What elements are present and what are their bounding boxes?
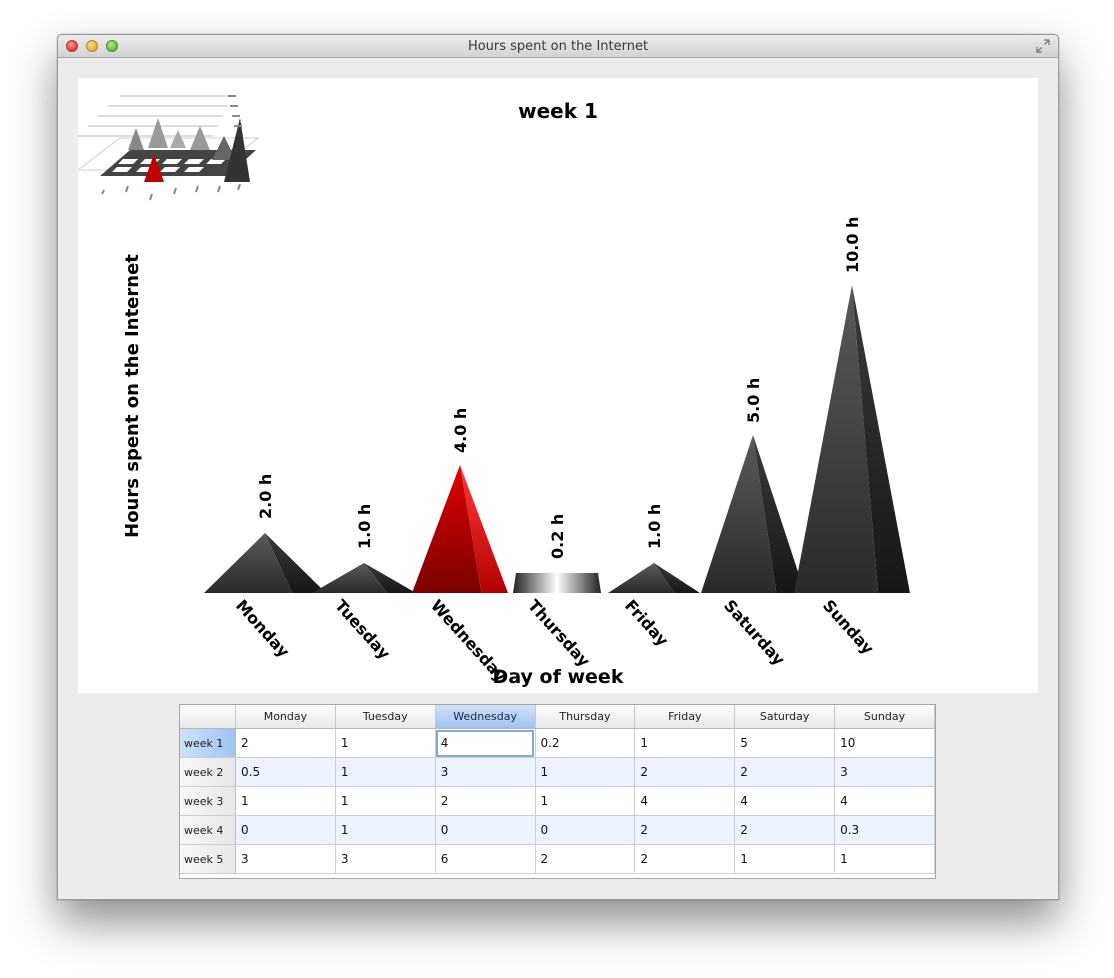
table-cell[interactable]: 4 (734, 786, 836, 816)
value-label-saturday: 5.0 h (744, 378, 763, 423)
app-window: Hours spent on the Internet (57, 34, 1059, 900)
value-label-wednesday: 4.0 h (451, 408, 470, 453)
title-bar[interactable]: Hours spent on the Internet (58, 35, 1058, 58)
table-cell[interactable]: 0.2 (535, 728, 636, 758)
table-row: week 2 0.5 1 3 1 2 2 3 (180, 757, 935, 787)
table-cell[interactable]: 1 (335, 815, 436, 845)
table-cell[interactable]: 0.3 (834, 815, 935, 845)
table-cell[interactable]: 1 (535, 757, 636, 787)
column-header-saturday[interactable]: Saturday (734, 705, 836, 729)
bar-friday[interactable] (608, 563, 700, 593)
close-window-button[interactable] (66, 40, 78, 52)
value-label-sunday: 10.0 h (843, 217, 862, 273)
x-axis-label: Day of week (493, 666, 624, 688)
category-label-sunday: Sunday (819, 596, 878, 659)
table-cell[interactable]: 3 (435, 757, 536, 787)
value-label-friday: 1.0 h (645, 504, 664, 549)
bar-thursday[interactable] (513, 573, 601, 593)
table-cell[interactable]: 4 (435, 728, 536, 758)
table-cell[interactable]: 0.5 (235, 757, 336, 787)
value-label-monday: 2.0 h (256, 474, 275, 519)
category-label-thursday: Thursday (524, 596, 594, 671)
row-header[interactable]: week 4 (180, 815, 236, 845)
table-cell[interactable]: 1 (335, 786, 436, 816)
table-cell[interactable]: 1 (535, 786, 636, 816)
table-cell[interactable]: 2 (634, 844, 736, 874)
value-label-tuesday: 1.0 h (355, 504, 374, 549)
table-cell[interactable]: 0 (535, 815, 636, 845)
table-cell[interactable]: 2 (734, 757, 836, 787)
table-cell[interactable]: 3 (834, 757, 935, 787)
minimize-window-button[interactable] (86, 40, 98, 52)
category-label-saturday: Saturday (720, 596, 789, 670)
table-cell[interactable]: 4 (634, 786, 736, 816)
row-header[interactable]: week 1 (180, 728, 236, 758)
table-cell[interactable]: 5 (734, 728, 836, 758)
bar-tuesday[interactable] (312, 563, 416, 593)
data-table-scrollpane: Monday Tuesday Wednesday Thursday Friday Satu… (179, 704, 936, 879)
table-cell[interactable]: 0 (435, 815, 536, 845)
table-cell[interactable]: 4 (834, 786, 935, 816)
column-header-tuesday[interactable]: Tuesday (335, 705, 436, 729)
category-label-friday: Friday (621, 596, 673, 650)
table-cell[interactable]: 3 (235, 844, 336, 874)
table-cell[interactable]: 0 (235, 815, 336, 845)
row-header[interactable]: week 3 (180, 786, 236, 816)
table-row: week 4 0 1 0 0 2 2 0.3 (180, 815, 935, 845)
column-header-monday[interactable]: Monday (235, 705, 336, 729)
category-label-monday: Monday (232, 596, 294, 662)
column-header-wednesday[interactable]: Wednesday (435, 705, 536, 729)
fullscreen-icon[interactable] (1036, 39, 1050, 53)
table-row: week 1 2 1 4 0.2 1 5 10 (180, 728, 935, 758)
3d-overview-thumbnail[interactable] (78, 95, 260, 201)
table-corner (180, 705, 236, 729)
table-cell[interactable]: 3 (335, 844, 436, 874)
column-header-sunday[interactable]: Sunday (834, 705, 935, 729)
category-label-wednesday: Wednesday (427, 596, 511, 686)
table-cell[interactable]: 2 (734, 815, 836, 845)
table-cell[interactable]: 1 (335, 757, 436, 787)
value-label-thursday: 0.2 h (548, 514, 567, 559)
bar-monday[interactable] (204, 533, 326, 593)
table-cell[interactable]: 2 (634, 815, 736, 845)
table-cell[interactable]: 1 (734, 844, 836, 874)
chart-marks: 2.0 h Monday 1.0 h Tuesday 4.0 h Wednesday 0.2… (204, 217, 910, 686)
table-cell[interactable]: 1 (335, 728, 436, 758)
chart-title: week 1 (518, 99, 598, 123)
table-cell[interactable]: 6 (435, 844, 536, 874)
bar-saturday[interactable] (701, 435, 805, 593)
window-title: Hours spent on the Internet (467, 39, 649, 54)
data-table: Monday Tuesday Wednesday Thursday Friday Satu… (180, 705, 935, 874)
table-cell[interactable]: 2 (235, 728, 336, 758)
table-cell[interactable]: 10 (834, 728, 935, 758)
row-header[interactable]: week 2 (180, 757, 236, 787)
table-header-row: Monday Tuesday Wednesday Thursday Friday Satu… (180, 705, 935, 729)
table-cell[interactable]: 1 (834, 844, 935, 874)
table-cell[interactable]: 1 (235, 786, 336, 816)
zoom-window-button[interactable] (106, 40, 118, 52)
chart-panel: week 1 Hours spent on the Internet Day o… (78, 78, 1038, 693)
pyramid-chart: week 1 Hours spent on the Internet Day o… (78, 95, 910, 688)
row-header[interactable]: week 5 (180, 844, 236, 874)
table-cell[interactable]: 2 (535, 844, 636, 874)
bar-sunday[interactable] (794, 285, 910, 593)
category-label-tuesday: Tuesday (331, 596, 394, 663)
table-cell[interactable]: 2 (634, 757, 736, 787)
table-cell[interactable]: 2 (435, 786, 536, 816)
y-axis-label: Hours spent on the Internet (122, 254, 143, 538)
bar-wednesday[interactable] (412, 465, 508, 593)
table-cell[interactable]: 1 (634, 728, 736, 758)
column-header-friday[interactable]: Friday (634, 705, 736, 729)
column-header-thursday[interactable]: Thursday (535, 705, 636, 729)
